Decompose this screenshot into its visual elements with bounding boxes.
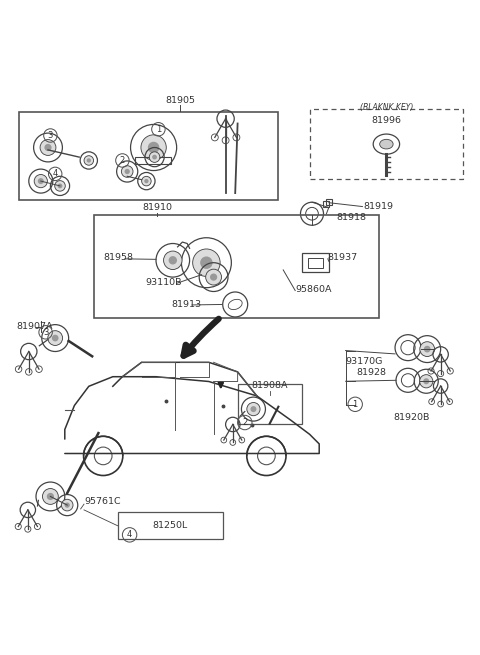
Text: 93170G: 93170G [346, 356, 383, 365]
Circle shape [149, 152, 160, 162]
Circle shape [48, 331, 62, 345]
Circle shape [148, 141, 159, 153]
Circle shape [58, 183, 62, 188]
Circle shape [424, 346, 431, 352]
Text: 81918: 81918 [336, 213, 366, 221]
Bar [310, 109, 463, 179]
Text: 1: 1 [156, 124, 161, 134]
Circle shape [86, 159, 91, 162]
Circle shape [52, 335, 59, 341]
Text: 81910: 81910 [143, 203, 172, 212]
Circle shape [84, 156, 94, 165]
Circle shape [42, 489, 59, 504]
Circle shape [152, 155, 157, 160]
Bar [94, 215, 379, 318]
Circle shape [125, 169, 130, 174]
Circle shape [420, 375, 433, 388]
Text: 81907A: 81907A [17, 322, 53, 331]
Circle shape [142, 176, 151, 186]
Bar [302, 253, 329, 272]
Text: (BLAKNK KEY): (BLAKNK KEY) [360, 103, 413, 113]
Text: 81920B: 81920B [394, 413, 430, 422]
Bar [118, 512, 223, 538]
Text: 3: 3 [48, 131, 53, 140]
Text: 1: 1 [353, 400, 358, 409]
Circle shape [144, 179, 149, 183]
Circle shape [121, 166, 133, 178]
Text: 81937: 81937 [328, 253, 358, 263]
Circle shape [64, 502, 70, 508]
Circle shape [44, 144, 52, 151]
Text: 81928: 81928 [356, 368, 386, 377]
Text: 81908A: 81908A [252, 381, 288, 390]
Bar [308, 258, 323, 267]
Circle shape [251, 406, 256, 412]
Text: 2: 2 [120, 156, 125, 165]
Circle shape [192, 249, 220, 276]
Bar [19, 111, 278, 200]
Text: 95761C: 95761C [84, 497, 120, 506]
Text: 81250L: 81250L [153, 521, 188, 531]
Text: 93110B: 93110B [145, 278, 181, 287]
Text: 81913: 81913 [172, 301, 202, 309]
Circle shape [141, 135, 166, 160]
Circle shape [61, 499, 73, 511]
Circle shape [40, 140, 56, 155]
Text: 81905: 81905 [165, 96, 195, 105]
Text: 3: 3 [43, 328, 48, 337]
Circle shape [55, 181, 65, 191]
Circle shape [205, 269, 221, 285]
Ellipse shape [380, 140, 393, 149]
Circle shape [164, 251, 182, 270]
Text: 81919: 81919 [364, 202, 394, 211]
Circle shape [420, 342, 434, 356]
Circle shape [38, 178, 44, 184]
Circle shape [34, 174, 48, 188]
Text: 81996: 81996 [372, 117, 401, 125]
Bar [135, 157, 171, 164]
Circle shape [210, 274, 217, 281]
Text: 2: 2 [242, 418, 247, 427]
Text: 95860A: 95860A [295, 285, 332, 294]
Text: 81958: 81958 [103, 253, 133, 263]
Circle shape [423, 378, 429, 384]
Text: 4: 4 [127, 531, 132, 539]
Text: 4: 4 [53, 170, 58, 178]
Circle shape [247, 403, 260, 416]
Circle shape [168, 256, 177, 265]
Circle shape [47, 493, 54, 500]
Bar [238, 384, 302, 424]
Circle shape [200, 257, 213, 269]
